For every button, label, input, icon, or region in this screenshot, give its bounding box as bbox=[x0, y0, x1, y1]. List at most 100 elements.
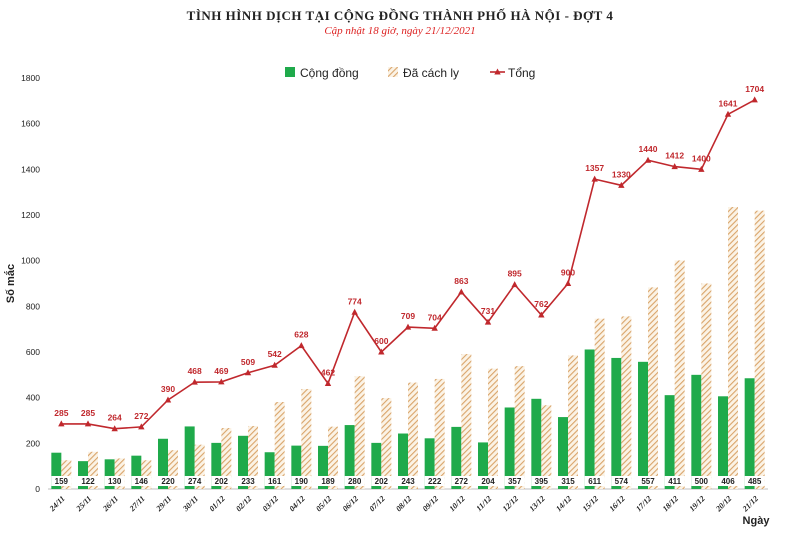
total-point bbox=[458, 288, 465, 295]
community-data-label: 189 bbox=[321, 477, 335, 486]
community-data-label: 243 bbox=[401, 477, 415, 486]
community-bar bbox=[691, 374, 702, 489]
total-data-label: 1330 bbox=[612, 169, 631, 179]
total-point bbox=[191, 378, 198, 385]
community-label-bg bbox=[478, 476, 498, 486]
legend-label-isolated: Đã cách ly bbox=[403, 66, 459, 80]
isolated-bar bbox=[88, 451, 98, 489]
isolated-bar bbox=[61, 460, 72, 489]
total-point bbox=[591, 175, 598, 182]
total-data-label: 709 bbox=[401, 311, 415, 321]
y-tick-label: 400 bbox=[26, 393, 40, 403]
total-point bbox=[564, 280, 572, 286]
community-data-label: 280 bbox=[348, 477, 362, 486]
total-point bbox=[618, 181, 625, 188]
community-bar bbox=[718, 396, 728, 489]
x-tick-label: 15/12 bbox=[581, 494, 600, 513]
total-data-label: 895 bbox=[508, 269, 522, 279]
data-labels: 159 122 130 146 220 274 202 233 161 190 189 280 202 2… bbox=[51, 84, 765, 486]
isolated-bar bbox=[194, 444, 205, 489]
isolated-bar bbox=[248, 425, 258, 489]
total-point bbox=[671, 163, 678, 170]
total-point bbox=[84, 420, 92, 427]
total-data-label: 1440 bbox=[639, 144, 658, 154]
community-data-label: 395 bbox=[535, 477, 549, 486]
total-point bbox=[324, 380, 332, 387]
community-bar bbox=[158, 438, 168, 489]
isolated-bar bbox=[221, 428, 232, 489]
community-label-bg bbox=[184, 476, 205, 486]
y-tick-label: 0 bbox=[35, 484, 40, 494]
total-data-label: 285 bbox=[81, 408, 95, 418]
total-line bbox=[58, 96, 758, 432]
community-label-bg bbox=[78, 476, 98, 486]
community-bar bbox=[451, 426, 462, 489]
x-tick-label: 03/12 bbox=[261, 494, 280, 513]
community-data-label: 222 bbox=[428, 477, 442, 486]
y-tick-label: 1800 bbox=[21, 73, 40, 83]
community-label-bg bbox=[398, 476, 418, 486]
community-label-bg bbox=[638, 476, 658, 486]
bars bbox=[51, 207, 765, 489]
community-label-bg bbox=[211, 476, 232, 486]
total-data-label: 1704 bbox=[745, 84, 764, 94]
isolated-bar bbox=[434, 378, 445, 489]
isolated-bar bbox=[168, 450, 178, 489]
community-bar bbox=[184, 426, 195, 489]
legend-label-total: Tổng bbox=[508, 66, 535, 80]
legend-label-community: Cộng đồng bbox=[300, 66, 359, 80]
community-data-label: 574 bbox=[615, 477, 629, 486]
total-data-label: 731 bbox=[481, 306, 495, 316]
isolated-bar bbox=[648, 287, 658, 489]
isolated-bar bbox=[488, 368, 498, 489]
community-bar bbox=[584, 349, 595, 489]
total-data-label: 285 bbox=[54, 408, 68, 418]
total-data-label: 774 bbox=[348, 296, 362, 306]
legend-swatch-community bbox=[285, 67, 295, 77]
chart-title: TÌNH HÌNH DỊCH TẠI CỘNG ĐỒNG THÀNH PHỐ H… bbox=[186, 8, 614, 23]
x-tick-label: 21/12 bbox=[740, 494, 760, 514]
community-label-bg bbox=[504, 476, 525, 486]
total-data-label: 704 bbox=[428, 312, 442, 322]
community-label-bg bbox=[664, 476, 685, 486]
total-point bbox=[218, 378, 225, 385]
community-data-label: 233 bbox=[241, 477, 255, 486]
total-point bbox=[164, 396, 172, 403]
x-tick-label: 20/12 bbox=[713, 494, 733, 514]
community-bar bbox=[558, 417, 568, 489]
total-data-label: 1400 bbox=[692, 153, 711, 163]
community-label-bg bbox=[131, 476, 152, 486]
isolated-bar bbox=[754, 210, 765, 489]
x-tick-label: 26/11 bbox=[100, 494, 120, 514]
community-data-label: 274 bbox=[188, 477, 202, 486]
total-data-label: 462 bbox=[321, 368, 335, 378]
y-tick-label: 1400 bbox=[21, 164, 40, 174]
total-point bbox=[431, 324, 438, 331]
isolated-bar bbox=[141, 460, 152, 489]
community-label-bg bbox=[558, 476, 578, 486]
x-tick-label: 29/11 bbox=[154, 494, 174, 514]
x-tick-label: 01/12 bbox=[207, 494, 226, 513]
community-bar bbox=[371, 442, 382, 489]
x-tick-label: 13/12 bbox=[527, 494, 546, 513]
x-tick-label: 09/12 bbox=[421, 494, 440, 513]
community-data-label: 202 bbox=[215, 477, 229, 486]
community-label-bg bbox=[238, 476, 258, 486]
community-bar bbox=[264, 452, 275, 489]
community-data-label: 220 bbox=[161, 477, 175, 486]
total-point bbox=[378, 348, 385, 355]
x-tick-label: 02/12 bbox=[234, 494, 253, 513]
x-tick-label: 07/12 bbox=[367, 494, 386, 513]
isolated-bar bbox=[621, 316, 632, 489]
community-label-bg bbox=[344, 476, 365, 486]
community-label-bg bbox=[371, 476, 392, 486]
isolated-bar bbox=[701, 283, 712, 489]
total-point bbox=[111, 425, 118, 432]
community-bar bbox=[211, 442, 222, 489]
total-point bbox=[751, 96, 758, 103]
total-data-label: 264 bbox=[108, 413, 122, 423]
x-tick-label: 30/11 bbox=[180, 494, 200, 514]
community-label-bg bbox=[51, 476, 72, 486]
community-label-bg bbox=[264, 476, 285, 486]
total-data-label: 863 bbox=[454, 276, 468, 286]
